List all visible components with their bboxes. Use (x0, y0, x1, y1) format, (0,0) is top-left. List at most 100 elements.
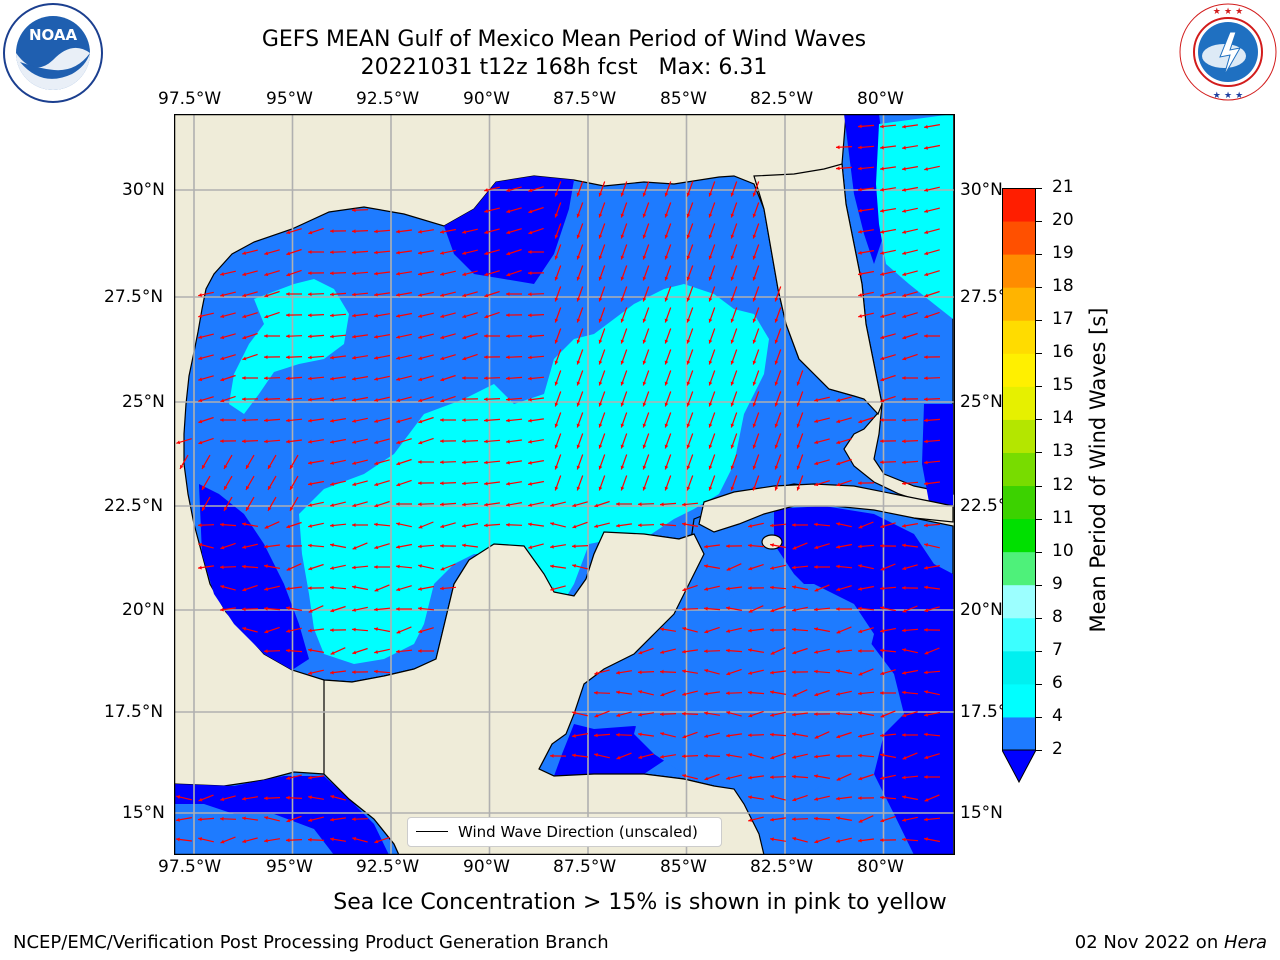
wind-arrow-head (352, 292, 356, 297)
wind-arrow-head (902, 356, 907, 361)
wind-arrow-head (352, 208, 356, 213)
wind-arrow-head (220, 439, 224, 443)
wind-arrow-head (726, 733, 730, 738)
wind-arrow-head (528, 418, 532, 423)
wind-arrow-head (286, 795, 290, 800)
wind-arrow-head (796, 381, 801, 386)
wind-arrow-head (726, 753, 730, 758)
wind-arrow-head (858, 629, 863, 634)
wind-arrow-head (264, 439, 268, 444)
wind-arrow-head (774, 465, 779, 470)
wind-arrow-head (748, 586, 752, 590)
wind-arrow-head (858, 229, 862, 234)
lon-label: 80°W (857, 857, 904, 877)
wind-arrow-head (642, 297, 647, 302)
lat-label: 20°N (960, 600, 1003, 620)
wind-arrow-head (642, 465, 647, 470)
wind-arrow-head (792, 546, 797, 550)
wind-arrow-head (774, 381, 779, 386)
wind-arrow-head (374, 250, 378, 255)
wind-arrow-head (708, 423, 713, 428)
colorbar-segment (1002, 617, 1036, 652)
wind-arrow-head (462, 356, 467, 361)
wind-arrow-head (774, 297, 779, 302)
wind-arrow-head (330, 628, 334, 632)
wind-arrow-head (620, 213, 625, 218)
wind-arrow-head (704, 776, 709, 781)
wind-arrow-head (598, 234, 603, 239)
wind-arrow-head (660, 502, 664, 507)
wind-arrow-head (858, 796, 862, 800)
wind-arrow-head (308, 503, 312, 507)
wind-arrow-head (752, 234, 757, 239)
wind-arrow-head (664, 360, 669, 365)
wind-arrow-head (594, 733, 598, 738)
wind-arrow-head (770, 732, 774, 737)
wind-arrow-head (264, 606, 268, 611)
wind-arrow-head (308, 628, 312, 633)
colorbar-segment (1002, 551, 1036, 586)
wind-arrow-head (814, 545, 819, 550)
noaa-logo-text: NOAA (29, 26, 78, 44)
wind-arrow-head (664, 486, 669, 491)
wind-arrow-head (924, 188, 929, 192)
wind-arrow-head (726, 544, 730, 548)
wind-arrow-head (330, 817, 334, 822)
wind-arrow-head (576, 402, 581, 407)
wind-arrow-head (506, 522, 510, 527)
wind-arrow-head (242, 356, 247, 361)
wind-arrow-head (902, 775, 906, 780)
wind-arrow-head (638, 650, 643, 655)
wind-arrow-head (396, 482, 401, 487)
wind-arrow-head (902, 376, 906, 380)
wind-arrow-head (924, 355, 928, 359)
wind-arrow-head (330, 334, 334, 339)
wind-arrow-head (576, 192, 581, 197)
wind-arrow-head (484, 502, 488, 507)
wind-wave-arrows (175, 124, 941, 844)
wind-arrow-head (246, 485, 250, 490)
wind-arrow-head (620, 360, 625, 365)
wind-arrow-head (352, 482, 357, 486)
wind-arrow-head (220, 545, 225, 550)
wind-arrow-head (660, 692, 665, 697)
wind-arrow-head (924, 146, 928, 150)
wind-arrow-head (418, 629, 423, 634)
wind-arrow-head (902, 837, 906, 842)
wind-arrow-head (616, 732, 620, 737)
wind-arrow-head (858, 481, 862, 485)
wind-arrow-head (264, 525, 269, 529)
wind-arrow-head (814, 419, 819, 423)
wind-arrow-head (814, 398, 819, 402)
wind-arrow-head (880, 818, 885, 823)
wind-arrow-head (836, 796, 840, 801)
wind-arrow-head (752, 381, 757, 386)
wind-arrow-head (374, 545, 379, 550)
wind-arrow-head (660, 522, 664, 527)
wind-arrow-head (286, 292, 290, 296)
wind-arrow-head (286, 838, 290, 843)
wind-arrow-head (374, 229, 378, 234)
wind-arrow-head (704, 669, 709, 673)
wind-arrow-head (594, 690, 598, 695)
wind-arrow-head (924, 732, 928, 737)
wind-arrow-head (686, 423, 691, 428)
colorbar-tick-label: 17 (1052, 309, 1074, 330)
wind-arrow-head (748, 648, 752, 653)
wind-arrow-head (352, 376, 356, 381)
wind-arrow-head (708, 297, 713, 302)
wind-arrow-head (242, 335, 247, 340)
footer-date: 02 Nov 2022 on Hera (1075, 932, 1267, 953)
caribbean-mid (634, 584, 874, 855)
wind-arrow-head (858, 691, 862, 696)
wind-arrow-head (462, 314, 467, 319)
wind-arrow-head (462, 523, 466, 528)
colorbar-tick-mark (1036, 452, 1042, 454)
wind-arrow-head (308, 230, 313, 235)
wind-arrow-head (220, 293, 225, 297)
wind-arrow-head (198, 398, 203, 403)
wind-arrow-head (902, 293, 907, 298)
wind-arrow-head (352, 229, 356, 234)
colorbar-tick-mark (1036, 320, 1042, 322)
wind-arrow-head (730, 234, 735, 239)
